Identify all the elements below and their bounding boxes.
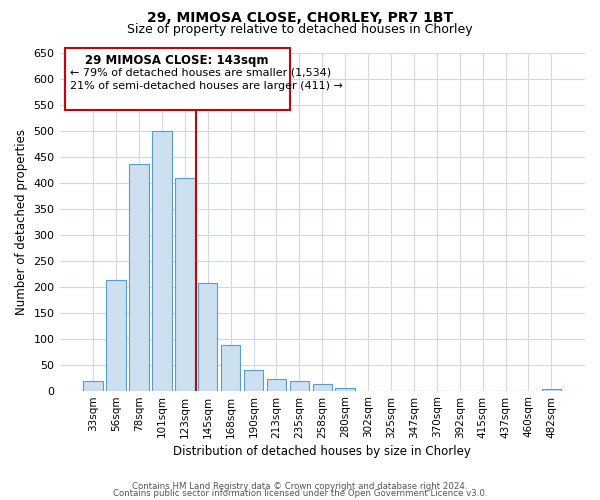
Y-axis label: Number of detached properties: Number of detached properties	[15, 129, 28, 315]
Text: ← 79% of detached houses are smaller (1,534): ← 79% of detached houses are smaller (1,…	[70, 68, 331, 78]
Bar	[152, 131, 172, 390]
Bar	[542, 389, 561, 390]
Bar	[198, 283, 217, 391]
X-axis label: Distribution of detached houses by size in Chorley: Distribution of detached houses by size …	[173, 444, 471, 458]
Bar	[335, 388, 355, 390]
Bar	[221, 345, 241, 391]
Bar	[175, 178, 194, 390]
FancyBboxPatch shape	[65, 48, 290, 110]
Text: Size of property relative to detached houses in Chorley: Size of property relative to detached ho…	[127, 22, 473, 36]
Bar	[267, 378, 286, 390]
Text: Contains HM Land Registry data © Crown copyright and database right 2024.: Contains HM Land Registry data © Crown c…	[132, 482, 468, 491]
Text: 29, MIMOSA CLOSE, CHORLEY, PR7 1BT: 29, MIMOSA CLOSE, CHORLEY, PR7 1BT	[147, 11, 453, 25]
Text: 29 MIMOSA CLOSE: 143sqm: 29 MIMOSA CLOSE: 143sqm	[85, 54, 269, 68]
Bar	[106, 280, 126, 390]
Bar	[313, 384, 332, 390]
Bar	[244, 370, 263, 390]
Text: Contains public sector information licensed under the Open Government Licence v3: Contains public sector information licen…	[113, 490, 487, 498]
Bar	[129, 164, 149, 390]
Bar	[83, 381, 103, 390]
Text: 21% of semi-detached houses are larger (411) →: 21% of semi-detached houses are larger (…	[70, 81, 343, 91]
Bar	[290, 381, 309, 390]
